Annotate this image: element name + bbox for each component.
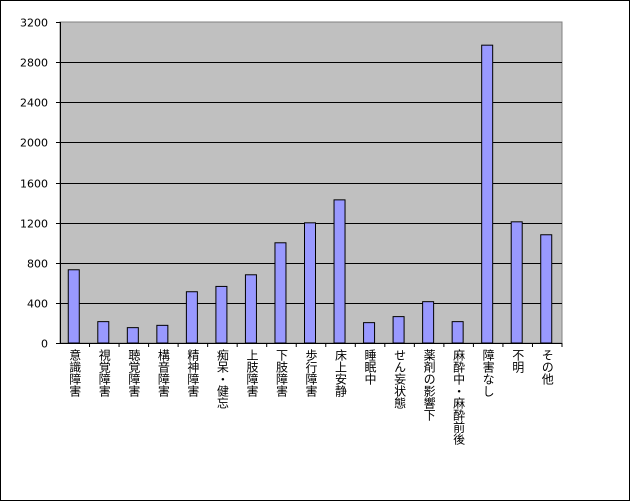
bar bbox=[510, 221, 523, 344]
bar bbox=[185, 291, 198, 344]
x-tick-label: 痴呆・健忘 bbox=[215, 349, 230, 409]
bar bbox=[304, 222, 316, 344]
x-tick-label: 精神障害 bbox=[185, 349, 200, 397]
bar bbox=[392, 316, 405, 344]
y-tick-label: 1200 bbox=[20, 218, 48, 231]
x-tick-label: 睡眠中 bbox=[363, 349, 378, 385]
x-tick-label: 構音障害 bbox=[156, 349, 171, 397]
bar bbox=[274, 242, 287, 344]
bar bbox=[363, 322, 376, 344]
x-tick-label: 聴覚障害 bbox=[126, 349, 141, 397]
x-tick-label: 視覚障害 bbox=[97, 349, 112, 397]
x-tick-label: せん妄状態 bbox=[392, 349, 407, 409]
y-tick-label: 2000 bbox=[20, 137, 48, 150]
x-tick-label: 下肢障害 bbox=[274, 349, 289, 397]
x-tick-label: 薬剤の影響下 bbox=[422, 349, 437, 421]
y-tick-label: 1600 bbox=[20, 178, 48, 191]
bar bbox=[333, 199, 346, 344]
bar bbox=[126, 327, 139, 344]
x-tick-label: その他 bbox=[540, 349, 555, 385]
x-tick-label: 意識障害 bbox=[67, 349, 82, 397]
x-tick-label: 不明 bbox=[510, 349, 525, 373]
x-tick-label: 障害なし bbox=[481, 349, 496, 397]
x-tick-label: 上肢障害 bbox=[244, 349, 259, 397]
y-tick-label: 2400 bbox=[20, 97, 48, 110]
y-tick-label: 2800 bbox=[20, 57, 48, 70]
bar bbox=[215, 285, 228, 344]
bar bbox=[67, 269, 80, 344]
y-tick-label: 0 bbox=[41, 338, 48, 351]
bar bbox=[156, 324, 169, 344]
bar bbox=[244, 274, 257, 344]
x-tick-label: 麻酔中・麻酔前後 bbox=[451, 349, 466, 445]
y-tick-label: 800 bbox=[27, 258, 48, 271]
bar bbox=[540, 234, 553, 344]
y-tick-label: 400 bbox=[27, 298, 48, 311]
x-tick-label: 歩行障害 bbox=[304, 349, 318, 397]
bar bbox=[481, 44, 494, 344]
bar bbox=[451, 321, 464, 344]
bar bbox=[97, 321, 110, 344]
x-tick-label: 床上安静 bbox=[333, 349, 348, 397]
y-tick-label: 3200 bbox=[20, 17, 48, 30]
bar bbox=[422, 301, 435, 344]
